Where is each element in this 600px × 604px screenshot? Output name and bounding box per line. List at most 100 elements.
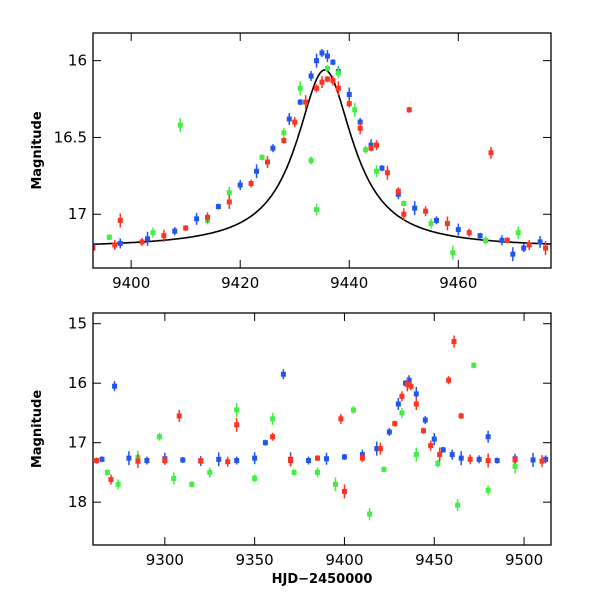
data-point [543,456,549,462]
series-series_c [93,75,549,256]
data-point [297,85,303,91]
data-point [455,227,461,233]
data-point [399,410,405,416]
data-point [156,434,162,440]
data-point [237,182,243,188]
data-point [139,239,145,245]
data-point [215,204,221,210]
data-point [435,461,441,467]
data-point [314,85,320,91]
panel-2: 9300 9350 9400 9450 9500 15 16 17 18 Magnitude HJD… [30,312,552,587]
data-point [471,362,477,368]
x-tick-label: 9440 [330,274,368,292]
data-point [367,511,373,517]
y-axis-label: Magnitude [30,111,45,190]
data-point [216,456,222,462]
data-point [485,458,491,464]
data-point [412,205,418,211]
data-point [368,142,374,148]
data-point [374,142,380,148]
data-point [499,237,505,243]
data-point [172,228,178,234]
data-point [374,168,380,174]
y-tick-label: 17 [68,434,87,452]
data-point [104,469,110,475]
y-tick-label: 16 [68,374,87,392]
data-point [270,145,276,151]
data-point [176,413,182,419]
data-point [350,407,356,413]
data-point [440,447,446,453]
data-point [510,251,516,257]
data-point [377,446,383,452]
data-point [437,452,443,458]
data-point [386,429,392,435]
data-point [252,455,258,461]
data-point [338,416,344,422]
data-point [494,458,500,464]
data-point [512,463,518,469]
y-tick-label: 16 [68,52,87,70]
data-point [537,239,543,245]
data-point [324,53,330,59]
data-point [458,413,464,419]
data-point [112,383,118,389]
y-tick-label: 18 [68,493,87,511]
data-point [359,455,365,461]
data-point [455,502,461,508]
data-point [458,455,464,461]
data-point [341,454,347,460]
data-point [297,99,303,105]
data-point [161,233,167,239]
y-axis-label: Magnitude [30,390,45,469]
data-point [352,107,358,113]
data-point [99,456,105,462]
data-point [399,393,405,399]
data-point [112,242,118,248]
data-point [392,421,398,427]
data-point [404,381,410,387]
data-point [384,170,390,176]
data-point [319,50,325,56]
data-point [226,199,232,205]
data-point [288,458,294,464]
data-point [207,469,213,475]
data-point [530,457,536,463]
data-point [408,383,414,389]
data-point [171,475,177,481]
data-point [254,168,260,174]
data-point [346,91,352,97]
data-point [264,159,270,165]
x-tick-label: 9300 [146,551,184,569]
x-tick-label: 9350 [236,551,274,569]
data-point [413,401,419,407]
data-point [323,456,329,462]
panel-1: 9400 9420 9440 9460 16 16.5 17 Magnitude [30,32,552,292]
data-point [115,481,121,487]
data-point [144,458,150,464]
data-point [145,236,151,242]
data-point [262,440,268,446]
data-point [198,458,204,464]
data-point [306,458,312,464]
data-point [539,458,545,464]
data-point [428,220,434,226]
data-point [395,401,401,407]
data-point [324,65,330,71]
x-tick-label: 9500 [505,551,543,569]
data-point [406,377,412,383]
data-point [423,208,429,214]
data-point [330,59,336,65]
data-point [488,150,494,156]
data-point [225,459,231,465]
series-series_c [94,335,545,499]
x-tick-label: 9400 [112,274,150,292]
data-point [270,416,276,422]
data-point [315,455,321,461]
data-point [379,165,385,171]
data-point [234,422,240,428]
data-point [248,181,254,187]
data-point [286,116,292,122]
